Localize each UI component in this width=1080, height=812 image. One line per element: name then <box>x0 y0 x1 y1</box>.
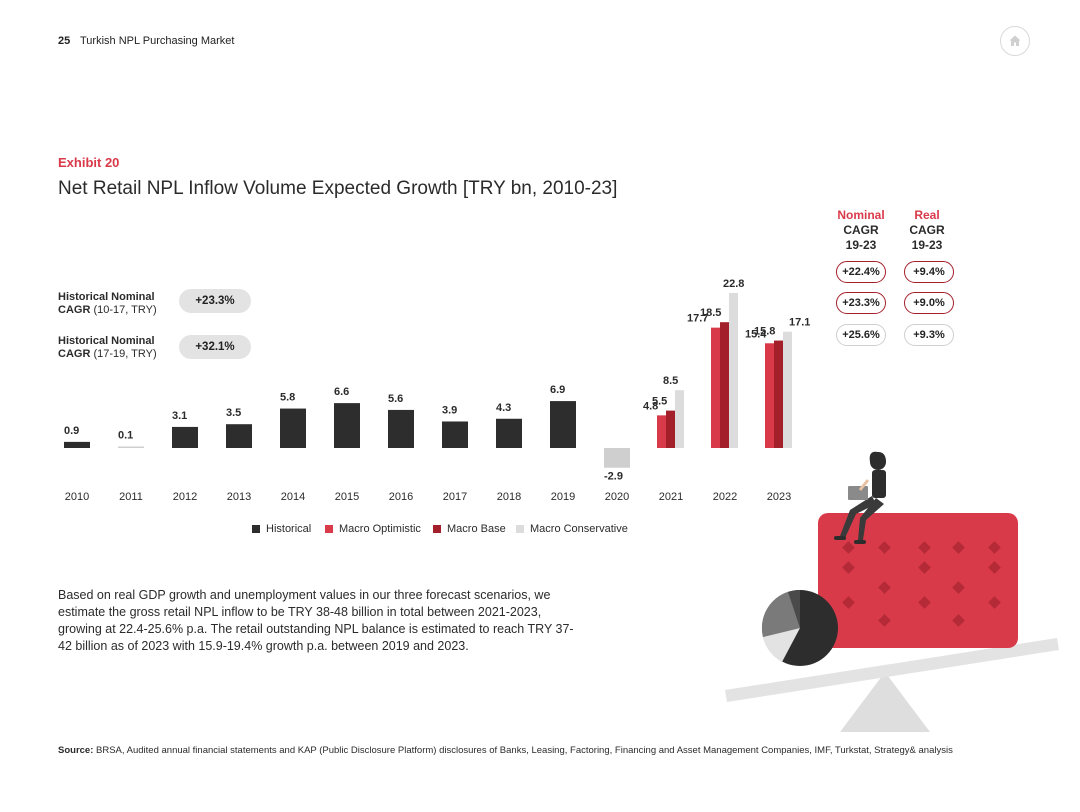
x-tick-2018: 2018 <box>497 491 521 503</box>
label-historical-2015: 6.6 <box>334 386 349 398</box>
x-tick-2016: 2016 <box>389 491 413 503</box>
x-tick-2022: 2022 <box>713 491 737 503</box>
bar-macro-conservative-2022 <box>729 292 738 448</box>
bar-historical-2013 <box>226 424 252 448</box>
x-tick-2021: 2021 <box>659 491 683 503</box>
x-tick-2014: 2014 <box>281 491 305 503</box>
real-cagr-conservative: +9.3% <box>904 324 954 346</box>
label-macro-optimistic-2021: 4.8 <box>643 400 658 412</box>
bar-historical-2011 <box>118 446 144 448</box>
bar-historical-2016 <box>388 409 414 448</box>
bar-chart: 0.9 0.1 3.1 3.5 5.8 6.6 5.6 3.9 4.3 6.9 -2.9 4.85.5… <box>64 278 810 503</box>
legend-historical: Historical <box>252 523 311 535</box>
legend-conservative: Macro Conservative <box>516 523 628 535</box>
label-macro-conservative-2021: 8.5 <box>663 375 678 387</box>
page-number: 25 <box>58 35 71 47</box>
real-cagr-base: +9.0% <box>904 292 954 314</box>
bar-macro-base-2022 <box>720 322 729 448</box>
nominal-cagr-optimistic: +22.4% <box>836 261 886 283</box>
real-cagr-optimistic: +9.4% <box>904 261 954 283</box>
scale-fulcrum <box>840 672 930 732</box>
bar-macro-conservative-2021 <box>675 390 684 448</box>
label-historical-2012: 3.1 <box>172 410 187 422</box>
legend-swatch-historical <box>252 525 260 533</box>
label-macro-optimistic-2023: 15.4 <box>745 328 767 340</box>
nominal-cagr-conservative: +25.6% <box>836 324 886 346</box>
source-note: Source: BRSA, Audited annual financial s… <box>58 745 953 756</box>
bar-historical-2014 <box>280 408 306 448</box>
bar-macro-conservative-2023 <box>783 331 792 448</box>
bar-macro-base-2021 <box>666 410 675 448</box>
bar-historical-2015 <box>334 403 360 448</box>
label-historical-2014: 5.8 <box>280 392 295 404</box>
historical-cagr-pill-1: +23.3% <box>179 289 251 313</box>
bar-historical-2012 <box>172 426 198 448</box>
label-macro-base-2021: 5.5 <box>652 396 667 408</box>
label-historical-2020: -2.9 <box>604 471 623 483</box>
bar-historical-2017 <box>442 421 468 448</box>
nominal-cagr-base: +23.3% <box>836 292 886 314</box>
label-historical-2013: 3.5 <box>226 407 241 419</box>
body-paragraph: Based on real GDP growth and unemploymen… <box>58 588 574 653</box>
bar-macro-optimistic-2021 <box>657 415 666 448</box>
bar-historical-2020 <box>604 448 630 468</box>
x-tick-2015: 2015 <box>335 491 359 503</box>
x-tick-2023: 2023 <box>767 491 791 503</box>
historical-cagr-pill-2: +32.1% <box>179 335 251 359</box>
x-tick-2013: 2013 <box>227 491 251 503</box>
label-macro-conservative-2022: 22.8 <box>723 278 744 290</box>
historical-cagr-label-1: Historical Nominal CAGR (10-17, TRY) <box>58 291 157 316</box>
x-tick-2017: 2017 <box>443 491 467 503</box>
legend-swatch-base <box>433 525 441 533</box>
chart-title: Net Retail NPL Inflow Volume Expected Gr… <box>58 178 618 199</box>
x-tick-2011: 2011 <box>119 491 143 503</box>
label-historical-2017: 3.9 <box>442 404 457 416</box>
label-historical-2016: 5.6 <box>388 393 403 405</box>
x-tick-2019: 2019 <box>551 491 575 503</box>
person-figure <box>834 451 886 544</box>
bar-macro-optimistic-2023 <box>765 343 774 448</box>
label-historical-2011: 0.1 <box>118 430 133 442</box>
scale-beam <box>725 638 1059 702</box>
x-tick-2012: 2012 <box>173 491 197 503</box>
person-on-scale-illustration <box>725 451 1059 732</box>
bar-macro-base-2023 <box>774 340 783 448</box>
label-macro-base-2022: 18.5 <box>700 307 721 319</box>
bar-historical-2010 <box>64 441 90 448</box>
pie-illustration <box>761 589 838 666</box>
bar-macro-optimistic-2022 <box>711 327 720 448</box>
exhibit-label: Exhibit 20 <box>58 155 120 170</box>
legend-swatch-optimistic <box>325 525 333 533</box>
label-historical-2018: 4.3 <box>496 402 511 414</box>
card-shape <box>818 513 1018 648</box>
label-historical-2010: 0.9 <box>64 425 79 437</box>
real-cagr-header: Real CAGR 19-23 <box>909 208 945 252</box>
label-macro-optimistic-2022: 17.7 <box>687 313 708 325</box>
bar-historical-2018 <box>496 418 522 448</box>
nominal-cagr-header: Nominal CAGR 19-23 <box>837 208 885 252</box>
legend-swatch-conservative <box>516 525 524 533</box>
page-header-title: Turkish NPL Purchasing Market <box>80 35 235 47</box>
bar-historical-2019 <box>550 401 576 448</box>
label-macro-conservative-2023: 17.1 <box>789 317 810 329</box>
home-icon <box>1009 35 1021 46</box>
label-macro-base-2023: 15.8 <box>754 326 775 338</box>
home-button[interactable] <box>1000 26 1030 56</box>
historical-cagr-label-2: Historical Nominal CAGR (17-19, TRY) <box>58 335 157 360</box>
label-historical-2019: 6.9 <box>550 384 565 396</box>
x-tick-2010: 2010 <box>65 491 89 503</box>
x-tick-2020: 2020 <box>605 491 629 503</box>
legend-base: Macro Base <box>433 523 506 535</box>
legend-optimistic: Macro Optimistic <box>325 523 421 535</box>
